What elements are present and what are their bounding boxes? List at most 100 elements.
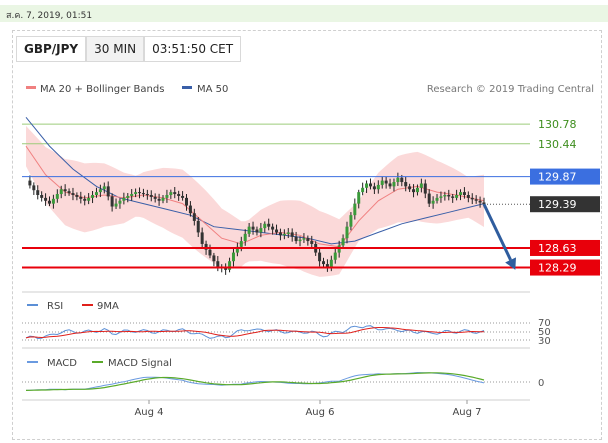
candle-body xyxy=(271,226,275,230)
candle-body xyxy=(59,189,63,195)
candle-body xyxy=(376,184,380,190)
candle-body xyxy=(290,232,294,237)
candle-body xyxy=(353,203,357,216)
target-level-label: 130.44 xyxy=(538,138,577,151)
candle-body xyxy=(396,177,400,183)
candle-body xyxy=(337,245,341,253)
candle-body xyxy=(177,194,181,196)
candle-body xyxy=(415,187,419,193)
candle-body xyxy=(259,228,263,233)
candle-body xyxy=(275,229,279,233)
candle-body xyxy=(404,182,408,187)
candle-body xyxy=(169,192,173,195)
x-label-aug4: Aug 4 xyxy=(134,407,163,418)
candle-body xyxy=(243,233,247,242)
candle-body xyxy=(325,264,329,267)
candle-body xyxy=(91,195,95,198)
main-legend: MA 20 + Bollinger Bands MA 50 Research ©… xyxy=(26,84,594,95)
candle-body xyxy=(282,233,286,236)
candle-body xyxy=(412,189,416,193)
candle-body xyxy=(40,195,44,198)
candle-body xyxy=(447,195,451,197)
target-level-label: 130.78 xyxy=(538,118,577,131)
candle-body xyxy=(361,187,365,193)
candle-body xyxy=(141,193,145,195)
timeframe-label[interactable]: 30 MIN xyxy=(86,36,145,62)
candle-body xyxy=(329,259,333,267)
candle-body xyxy=(102,186,106,190)
candle-body xyxy=(75,195,79,197)
candle-body xyxy=(28,180,32,186)
candle-body xyxy=(466,195,470,198)
current-price-tag xyxy=(530,196,600,213)
candle-body xyxy=(431,200,435,204)
candle-body xyxy=(47,200,51,204)
symbol-label[interactable]: GBP/JPY xyxy=(16,36,87,62)
candle-body xyxy=(208,249,212,256)
candle-body xyxy=(408,186,412,190)
candle-body xyxy=(98,189,102,193)
rsi-9ma-line xyxy=(25,327,484,339)
rsi-9ma-legend-label: 9MA xyxy=(97,301,119,312)
candle-body xyxy=(400,177,404,183)
candle-body xyxy=(439,196,443,198)
candle-body xyxy=(165,195,169,198)
forecast-arrow-line xyxy=(482,203,512,261)
candle-body xyxy=(231,252,235,262)
candle-body xyxy=(384,180,388,184)
candle-body xyxy=(322,261,326,265)
candle-body xyxy=(435,197,439,201)
candle-body xyxy=(216,261,220,267)
time-label: 03:51:50 CET xyxy=(144,36,242,62)
candle-body xyxy=(126,195,130,198)
candle-body xyxy=(368,183,372,187)
candle-body xyxy=(239,241,243,247)
timestamp-bar: ส.ค. 7, 2019, 01:51 xyxy=(0,5,608,22)
x-axis: Aug 4 Aug 6 Aug 7 xyxy=(134,400,482,418)
support-tag xyxy=(530,239,600,256)
candle-body xyxy=(251,226,255,230)
candle-body xyxy=(474,199,478,201)
price-chart: 130.78 130.44 129.87 129.39 128.63 128.29 xyxy=(22,116,600,293)
candle-body xyxy=(345,226,349,239)
candle-body xyxy=(138,192,142,194)
candle-body xyxy=(459,192,463,195)
rsi-tick-50: 50 xyxy=(538,327,551,338)
candle-body xyxy=(235,246,239,253)
candle-body xyxy=(212,255,216,262)
candle-body xyxy=(286,232,290,234)
rsi-line xyxy=(25,325,485,340)
macd-panel: MACD MACD Signal 0 xyxy=(22,358,544,401)
candle-body xyxy=(228,261,232,270)
candle-body xyxy=(192,213,196,221)
timestamp: ส.ค. 7, 2019, 01:51 xyxy=(6,11,93,21)
candle-body xyxy=(298,239,302,242)
candle-body xyxy=(278,232,282,236)
bollinger-band xyxy=(26,125,484,277)
legend-ma20-swatch xyxy=(26,86,36,89)
rsi-tick-30: 30 xyxy=(538,336,551,347)
candle-body xyxy=(181,195,185,198)
research-credit: Research © 2019 Trading Central xyxy=(427,84,594,95)
macd-tick-0: 0 xyxy=(538,378,544,389)
candle-body xyxy=(130,194,134,196)
candle-body xyxy=(36,190,40,195)
candle-body xyxy=(263,223,267,229)
ma20-line xyxy=(25,145,485,248)
candle-body xyxy=(349,215,353,227)
x-label-aug6: Aug 6 xyxy=(305,407,334,418)
legend-ma50-label: MA 50 xyxy=(197,84,228,95)
rsi-tick-70: 70 xyxy=(538,318,551,329)
legend-ma50-swatch xyxy=(182,86,192,89)
candle-body xyxy=(188,205,192,214)
legend-ma20-label: MA 20 + Bollinger Bands xyxy=(40,84,164,95)
candle-body xyxy=(310,241,314,244)
candle-body xyxy=(161,197,165,201)
candle-body xyxy=(462,192,466,195)
chart-header: GBP/JPY 30 MIN 03:51:50 CET xyxy=(16,36,242,64)
candle-body xyxy=(55,194,59,199)
macd-signal-line xyxy=(25,372,485,391)
support-label: 128.29 xyxy=(538,262,577,275)
candle-body xyxy=(71,193,75,195)
candle-body xyxy=(419,183,423,188)
